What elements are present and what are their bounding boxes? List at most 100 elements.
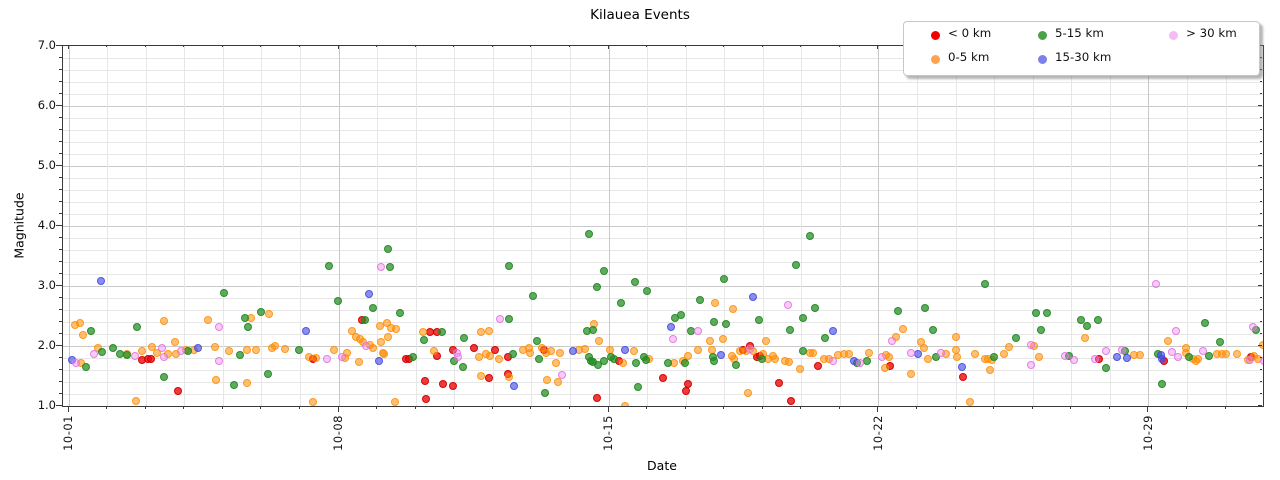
scatter-point-05km xyxy=(242,346,251,355)
scatter-point-515km xyxy=(681,359,690,368)
gridline-major xyxy=(63,285,1263,287)
scatter-point-515km xyxy=(82,363,91,371)
y-minor-tick xyxy=(59,332,62,334)
y-tick xyxy=(56,404,62,406)
scatter-point-30km xyxy=(1173,352,1182,361)
legend-label: > 30 km xyxy=(1186,26,1237,40)
gridline-minor xyxy=(63,237,1263,239)
scatter-point-05km xyxy=(1163,337,1172,346)
gridline-minor xyxy=(63,153,1263,155)
scatter-point-30km xyxy=(176,347,185,356)
scatter-point-515km xyxy=(677,311,686,320)
gridline-minor xyxy=(1187,46,1189,406)
scatter-point-05km xyxy=(706,336,715,345)
scatter-point-05km xyxy=(380,350,389,359)
x-minor-tick xyxy=(530,406,532,409)
scatter-point-05km xyxy=(308,398,317,406)
scatter-point-30km xyxy=(1151,280,1160,289)
gridline-minor xyxy=(994,46,996,406)
scatter-point-515km xyxy=(409,353,418,362)
scatter-point-30km xyxy=(1248,322,1257,331)
scatter-point-515km xyxy=(811,304,820,313)
scatter-point-515km xyxy=(731,361,740,370)
gridline-minor xyxy=(63,297,1263,299)
y-tick-inner xyxy=(1258,164,1262,166)
scatter-point-515km xyxy=(609,355,618,364)
gridline-minor xyxy=(63,357,1263,359)
gridline-minor xyxy=(63,117,1263,119)
gridline-major xyxy=(63,165,1263,167)
scatter-point-05km xyxy=(864,348,873,357)
gridline-minor xyxy=(63,69,1263,71)
y-minor-tick xyxy=(59,200,62,202)
x-minor-tick xyxy=(723,406,725,409)
x-minor-tick xyxy=(106,406,108,409)
scatter-point-05km xyxy=(330,345,339,354)
scatter-point-30km xyxy=(157,344,166,353)
scatter-point-05km xyxy=(581,345,590,353)
scatter-point-30km xyxy=(668,335,677,344)
scatter-point-05km xyxy=(281,345,289,353)
scatter-point-05km xyxy=(1193,355,1202,364)
scatter-point-515km xyxy=(600,357,609,365)
scatter-point-1530km xyxy=(621,346,630,355)
scatter-point-05km xyxy=(885,352,894,361)
scatter-point-515km xyxy=(758,354,767,363)
y-minor-tick-inner xyxy=(1260,308,1262,310)
x-tick-inner xyxy=(453,45,455,47)
scatter-point-05km xyxy=(79,331,88,340)
scatter-point-515km xyxy=(1200,318,1209,327)
gridline-minor xyxy=(299,46,301,406)
scatter-point-05km xyxy=(375,322,384,331)
scatter-point-515km xyxy=(792,261,801,269)
x-tick-inner xyxy=(646,45,648,47)
scatter-point-0km xyxy=(813,361,822,370)
x-tick-label: 10-01 xyxy=(61,415,76,451)
x-tick-inner xyxy=(337,45,339,49)
scatter-point-05km xyxy=(907,369,916,378)
scatter-point-515km xyxy=(219,289,228,298)
x-minor-tick xyxy=(993,406,995,409)
x-minor-tick xyxy=(144,406,146,409)
scatter-point-515km xyxy=(333,297,342,305)
y-tick xyxy=(56,164,62,166)
gridline-major xyxy=(608,46,610,406)
scatter-point-515km xyxy=(533,336,542,345)
scatter-point-515km xyxy=(1036,326,1045,335)
y-minor-tick xyxy=(59,272,62,274)
y-minor-tick xyxy=(59,56,62,58)
y-minor-tick-inner xyxy=(1260,236,1262,238)
scatter-point-515km xyxy=(529,291,538,300)
y-minor-tick-inner xyxy=(1260,296,1262,298)
y-minor-tick-inner xyxy=(1260,152,1262,154)
scatter-point-1530km xyxy=(717,351,726,359)
x-tick xyxy=(337,406,339,412)
scatter-point-05km xyxy=(505,373,514,382)
scatter-point-05km xyxy=(547,347,556,356)
scatter-point-30km xyxy=(1246,356,1255,365)
x-minor-tick xyxy=(800,406,802,409)
y-minor-tick xyxy=(59,68,62,70)
scatter-point-05km xyxy=(484,327,493,335)
y-tick-label: 5.0 xyxy=(37,158,56,172)
legend-label: < 0 km xyxy=(948,26,992,40)
scatter-point-515km xyxy=(663,359,672,368)
scatter-point-05km xyxy=(923,355,932,364)
x-tick-inner xyxy=(877,45,879,49)
gridline-major xyxy=(63,225,1263,227)
x-minor-tick xyxy=(453,406,455,409)
scatter-point-30km xyxy=(783,300,792,309)
scatter-point-05km xyxy=(743,388,752,397)
y-minor-tick-inner xyxy=(1260,272,1262,274)
scatter-point-515km xyxy=(633,382,642,391)
scatter-point-30km xyxy=(72,358,81,367)
scatter-point-515km xyxy=(599,267,608,275)
scatter-point-05km xyxy=(376,338,385,347)
y-tick-inner xyxy=(1258,44,1262,46)
scatter-point-30km xyxy=(557,371,566,380)
scatter-point-515km xyxy=(534,355,543,364)
legend-label: 5-15 km xyxy=(1055,26,1104,40)
scatter-point-30km xyxy=(454,352,463,361)
y-minor-tick xyxy=(59,212,62,214)
